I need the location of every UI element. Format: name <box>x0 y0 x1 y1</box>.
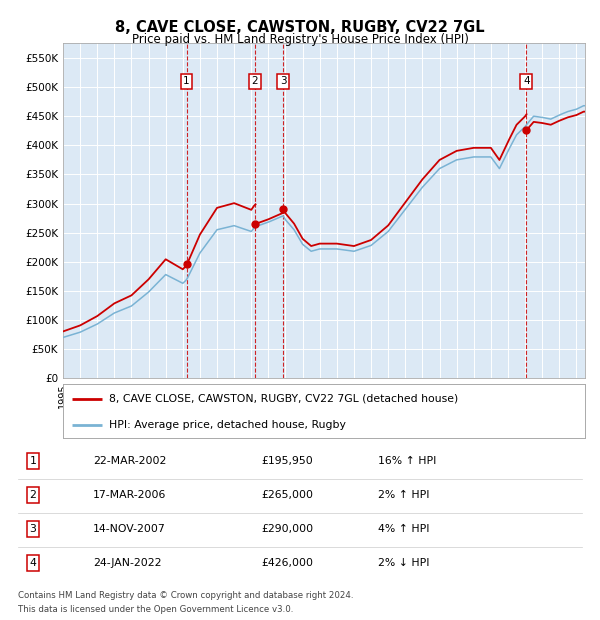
Text: 16% ↑ HPI: 16% ↑ HPI <box>378 456 436 466</box>
Text: 2: 2 <box>251 76 258 86</box>
Text: 2% ↑ HPI: 2% ↑ HPI <box>378 490 430 500</box>
Text: HPI: Average price, detached house, Rugby: HPI: Average price, detached house, Rugb… <box>109 420 346 430</box>
Text: £195,950: £195,950 <box>261 456 313 466</box>
Text: 8, CAVE CLOSE, CAWSTON, RUGBY, CV22 7GL (detached house): 8, CAVE CLOSE, CAWSTON, RUGBY, CV22 7GL … <box>109 394 458 404</box>
Text: 1: 1 <box>183 76 190 86</box>
Text: Price paid vs. HM Land Registry's House Price Index (HPI): Price paid vs. HM Land Registry's House … <box>131 33 469 46</box>
Text: 3: 3 <box>29 524 37 534</box>
Text: 17-MAR-2006: 17-MAR-2006 <box>93 490 166 500</box>
Text: 2: 2 <box>29 490 37 500</box>
Text: £290,000: £290,000 <box>261 524 313 534</box>
Text: 4% ↑ HPI: 4% ↑ HPI <box>378 524 430 534</box>
Text: Contains HM Land Registry data © Crown copyright and database right 2024.: Contains HM Land Registry data © Crown c… <box>18 591 353 600</box>
Text: 14-NOV-2007: 14-NOV-2007 <box>93 524 166 534</box>
Text: 4: 4 <box>523 76 530 86</box>
Text: £426,000: £426,000 <box>261 558 313 568</box>
Text: 8, CAVE CLOSE, CAWSTON, RUGBY, CV22 7GL: 8, CAVE CLOSE, CAWSTON, RUGBY, CV22 7GL <box>115 20 485 35</box>
Text: 1: 1 <box>29 456 37 466</box>
Text: 22-MAR-2002: 22-MAR-2002 <box>93 456 166 466</box>
Text: 4: 4 <box>29 558 37 568</box>
Text: 3: 3 <box>280 76 287 86</box>
Text: 2% ↓ HPI: 2% ↓ HPI <box>378 558 430 568</box>
Text: £265,000: £265,000 <box>261 490 313 500</box>
Text: This data is licensed under the Open Government Licence v3.0.: This data is licensed under the Open Gov… <box>18 604 293 614</box>
Text: 24-JAN-2022: 24-JAN-2022 <box>93 558 161 568</box>
